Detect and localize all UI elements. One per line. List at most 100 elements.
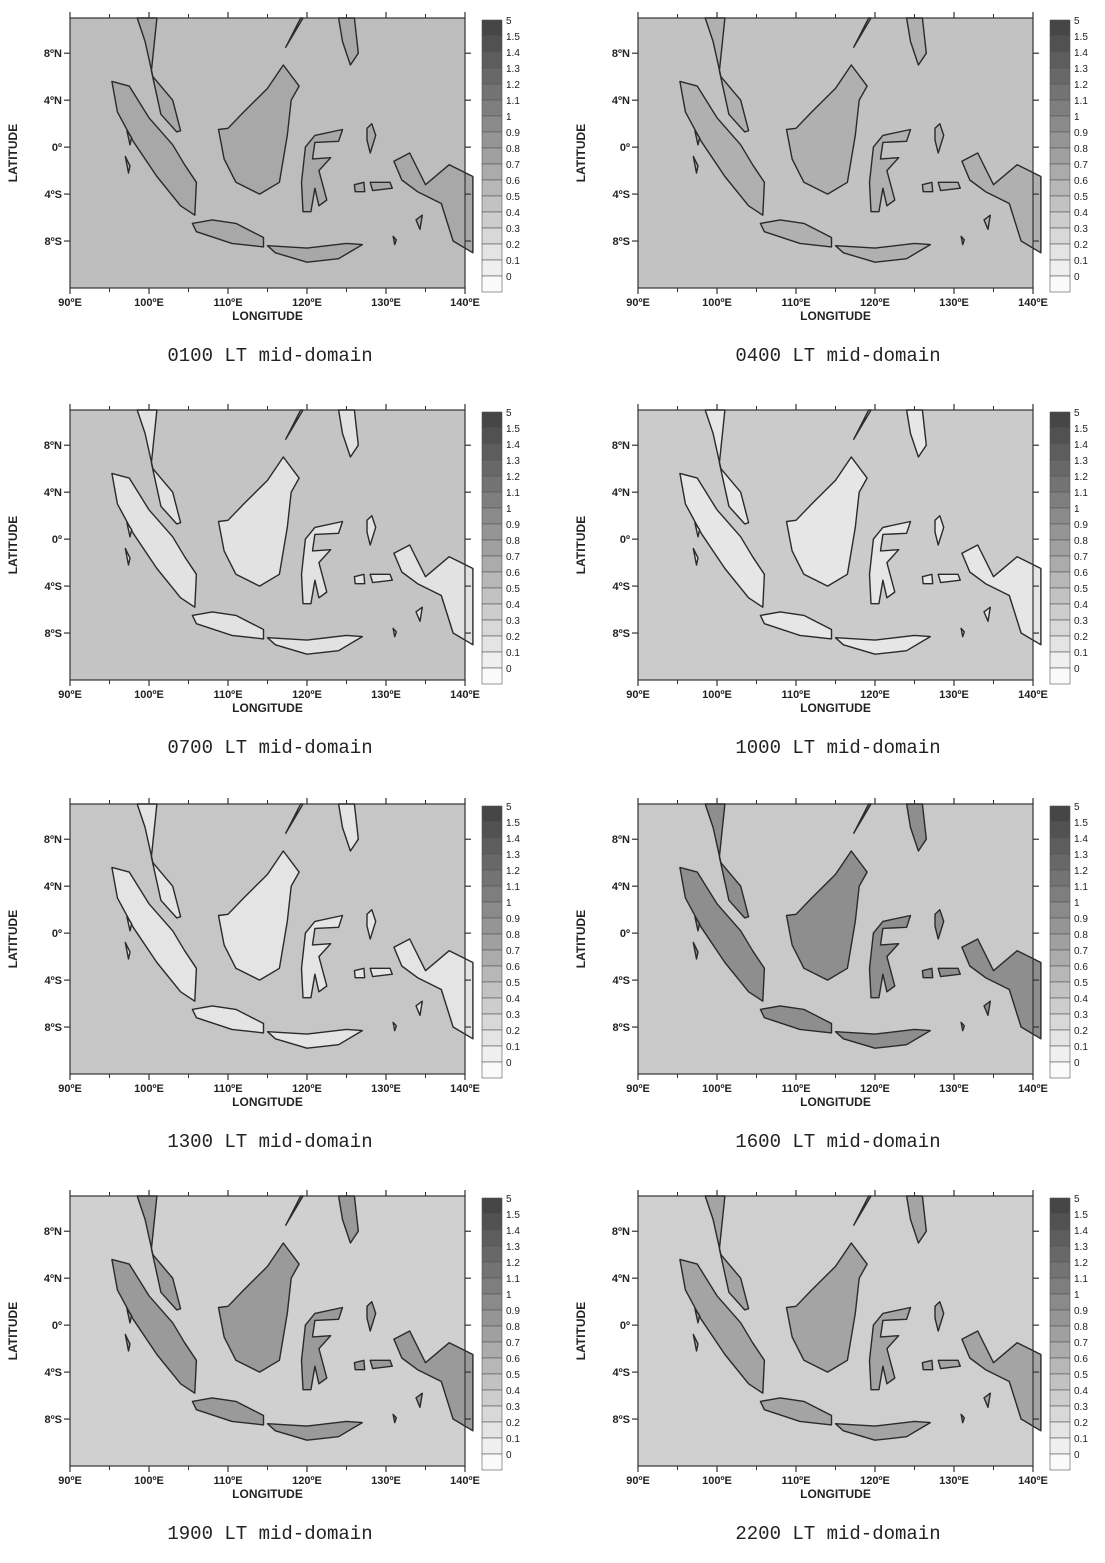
colorbar-bin (481, 901, 503, 919)
colorbar-bin (1049, 1373, 1071, 1391)
colorbar-tick-label: 1 (506, 112, 512, 123)
colorbar-tick-label: 1 (1074, 1290, 1080, 1301)
colorbar-bin (1049, 917, 1071, 935)
colorbar-tick-label: 1.5 (1074, 32, 1088, 43)
colorbar-bin (1049, 539, 1071, 557)
colorbar-tick-label: 0.7 (506, 552, 520, 563)
lat-tick-label: 8ºS (613, 1022, 630, 1034)
lon-tick-label: 110ºE (781, 689, 810, 701)
landmass-seram (369, 181, 393, 192)
landmass-halmahera (366, 908, 377, 940)
colorbar-tick-label: 0.4 (506, 208, 520, 219)
lon-tick-label: 90ºE (626, 297, 650, 309)
colorbar-tick-label: 1.2 (506, 1258, 520, 1269)
y-axis-title: LATITUDE (574, 124, 588, 182)
colorbar-bin (1049, 997, 1071, 1015)
lat-tick-label: 4ºS (613, 581, 630, 593)
landmass-small2 (392, 235, 397, 246)
colorbar-tick-label: 5 (506, 802, 512, 813)
map-panel: 90ºE 100ºE 110ºE 120ºE 130ºE 140ºE 8ºN 4ºN 0º 4ºS… (568, 786, 1098, 1171)
colorbar-tick-label: 0.7 (1074, 160, 1088, 171)
colorbar-bin (481, 933, 503, 951)
colorbar-bin (1049, 555, 1071, 573)
colorbar-bin (481, 965, 503, 983)
colorbar-tick-label: 0.4 (1074, 208, 1088, 219)
lon-tick-label: 130ºE (939, 1475, 969, 1487)
map-panel: 90ºE 100ºE 110ºE 120ºE 130ºE 140ºE 8ºN 4ºN 0º 4ºS… (568, 0, 1098, 385)
colorbar-tick-label: 0.6 (506, 176, 520, 187)
colorbar-bin (481, 1341, 503, 1359)
panel-caption: 1300 LT mid-domain (167, 1131, 373, 1153)
colorbar-tick-label: 1.1 (1074, 488, 1088, 499)
colorbar-tick-label: 0.2 (1074, 240, 1088, 251)
colorbar-bin (481, 459, 503, 477)
landmass-mentawai (124, 547, 131, 566)
colorbar-tick-label: 1.4 (506, 1226, 520, 1237)
lon-tick-label: 140ºE (1018, 297, 1048, 309)
colorbar-tick-label: 0.8 (506, 144, 520, 155)
landmass-sulawesi (868, 128, 912, 213)
landmass-nias (126, 521, 133, 538)
colorbar-tick-label: 1.5 (506, 424, 520, 435)
lon-tick-label: 120ºE (860, 1083, 890, 1095)
lat-tick-label: 4ºN (612, 95, 630, 107)
colorbar-bin (1049, 411, 1071, 429)
colorbar-bin (481, 1261, 503, 1279)
landmass-buru (921, 967, 934, 979)
colorbar-tick-label: 0.9 (506, 128, 520, 139)
colorbar-bin (1049, 51, 1071, 69)
colorbar-tick-label: 0.8 (1074, 930, 1088, 941)
colorbar-bin (481, 1045, 503, 1063)
colorbar-tick-label: 0.9 (506, 914, 520, 925)
landmass-java (759, 611, 833, 640)
lon-tick-label: 130ºE (371, 1475, 401, 1487)
x-axis-title: LONGITUDE (232, 701, 303, 715)
colorbar-bin (481, 651, 503, 669)
landmass-seram (937, 1359, 961, 1370)
landmass-buru (353, 181, 366, 193)
landmass-borneo (217, 1242, 300, 1373)
landmass-nias (126, 129, 133, 146)
landmass-small2 (960, 1021, 965, 1032)
landmass-small1 (415, 1392, 423, 1409)
landmass-small1 (415, 1000, 423, 1017)
colorbar-bin (1049, 933, 1071, 951)
colorbar-bin (481, 211, 503, 229)
colorbar-bin (1049, 667, 1071, 685)
landmass-seram (369, 967, 393, 978)
y-axis-title: LATITUDE (6, 516, 20, 574)
landmass-nias (126, 1307, 133, 1324)
landmass-small2 (960, 235, 965, 246)
colorbar-bin (1049, 1013, 1071, 1031)
colorbar-bin (481, 555, 503, 573)
colorbar-tick-label: 1.5 (1074, 424, 1088, 435)
landmass-small1 (415, 606, 423, 623)
colorbar-tick-label: 1.3 (1074, 850, 1088, 861)
landmass-mentawai (692, 547, 699, 566)
landmass-java (759, 1397, 833, 1426)
colorbar-bin (1049, 651, 1071, 669)
lon-tick-label: 140ºE (1018, 1475, 1048, 1487)
colorbar-tick-label: 0.6 (1074, 176, 1088, 187)
colorbar-tick-label: 0.7 (506, 160, 520, 171)
lon-tick-label: 120ºE (860, 689, 890, 701)
colorbar-tick-label: 0.1 (1074, 1434, 1088, 1445)
landmass-borneo (785, 456, 868, 587)
colorbar-tick-label: 0.1 (506, 1042, 520, 1053)
landmass-small1 (415, 214, 423, 231)
landmass-java (759, 1005, 833, 1034)
colorbar-bin (481, 821, 503, 839)
lon-tick-label: 140ºE (450, 1083, 480, 1095)
x-axis-title: LONGITUDE (232, 1487, 303, 1501)
colorbar-tick-label: 1.2 (506, 866, 520, 877)
colorbar-tick-label: 0.7 (1074, 946, 1088, 957)
landmass-borneo (785, 64, 868, 195)
colorbar-tick-label: 0.2 (506, 240, 520, 251)
colorbar-bin (1049, 1213, 1071, 1231)
landmass-java (191, 219, 265, 248)
landmass-sulawesi (868, 1306, 912, 1391)
colorbar-tick-label: 1 (506, 1290, 512, 1301)
colorbar-tick-label: 1.4 (1074, 1226, 1088, 1237)
landmass-buru (353, 967, 366, 979)
colorbar-bin (1049, 1325, 1071, 1343)
